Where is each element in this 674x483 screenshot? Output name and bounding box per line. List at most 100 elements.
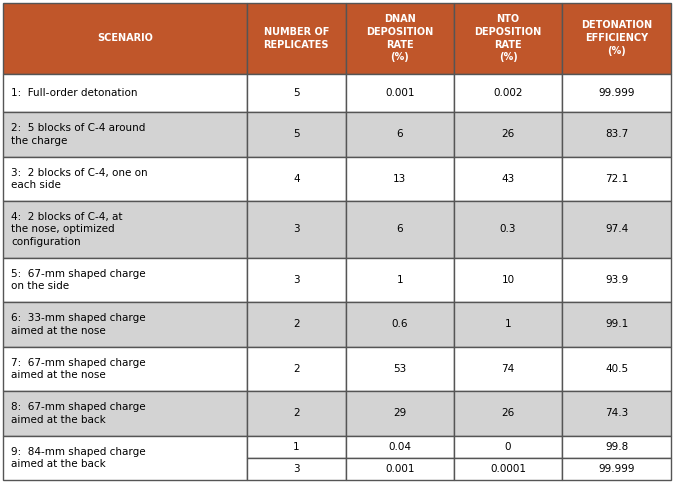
Bar: [562, 436, 671, 458]
Text: 6:  33-mm shaped charge
aimed at the nose: 6: 33-mm shaped charge aimed at the nose: [11, 313, 146, 336]
Text: 2:  5 blocks of C-4 around
the charge: 2: 5 blocks of C-4 around the charge: [11, 123, 146, 145]
Bar: [247, 3, 346, 73]
Text: NTO
DEPOSITION
RATE
(%): NTO DEPOSITION RATE (%): [474, 14, 542, 62]
Text: 97.4: 97.4: [605, 225, 628, 234]
Bar: [562, 302, 671, 347]
Text: 99.999: 99.999: [599, 464, 635, 474]
Bar: [247, 201, 346, 258]
Text: 13: 13: [393, 174, 406, 184]
Bar: [346, 3, 454, 73]
Bar: [247, 391, 346, 436]
Bar: [454, 347, 562, 391]
Bar: [562, 73, 671, 112]
Bar: [562, 347, 671, 391]
Bar: [3, 3, 247, 73]
Bar: [454, 73, 562, 112]
Bar: [3, 112, 247, 156]
Bar: [346, 156, 454, 201]
Text: 26: 26: [501, 408, 515, 418]
Text: 10: 10: [501, 275, 514, 285]
Text: 0.001: 0.001: [385, 464, 415, 474]
Text: 5:  67-mm shaped charge
on the side: 5: 67-mm shaped charge on the side: [11, 269, 146, 291]
Text: 99.8: 99.8: [605, 441, 628, 452]
Text: 29: 29: [393, 408, 406, 418]
Text: 8:  67-mm shaped charge
aimed at the back: 8: 67-mm shaped charge aimed at the back: [11, 402, 146, 425]
Text: 5: 5: [293, 88, 299, 98]
Text: 7:  67-mm shaped charge
aimed at the nose: 7: 67-mm shaped charge aimed at the nose: [11, 358, 146, 380]
Bar: [3, 156, 247, 201]
Text: 0.002: 0.002: [493, 88, 523, 98]
Bar: [562, 3, 671, 73]
Text: 0.001: 0.001: [385, 88, 415, 98]
Bar: [346, 458, 454, 480]
Text: 0.6: 0.6: [392, 319, 408, 329]
Bar: [3, 201, 247, 258]
Bar: [562, 156, 671, 201]
Bar: [346, 112, 454, 156]
Bar: [3, 436, 247, 480]
Text: 99.999: 99.999: [599, 88, 635, 98]
Bar: [247, 436, 346, 458]
Text: 83.7: 83.7: [605, 129, 628, 140]
Text: 1:  Full-order detonation: 1: Full-order detonation: [11, 88, 137, 98]
Bar: [346, 73, 454, 112]
Bar: [454, 436, 562, 458]
Bar: [454, 156, 562, 201]
Text: 3: 3: [293, 275, 299, 285]
Bar: [346, 436, 454, 458]
Bar: [562, 258, 671, 302]
Text: 74: 74: [501, 364, 515, 374]
Bar: [454, 302, 562, 347]
Bar: [247, 302, 346, 347]
Bar: [454, 112, 562, 156]
Bar: [454, 258, 562, 302]
Bar: [454, 3, 562, 73]
Bar: [562, 458, 671, 480]
Bar: [562, 112, 671, 156]
Text: 53: 53: [393, 364, 406, 374]
Bar: [3, 73, 247, 112]
Text: 6: 6: [396, 225, 403, 234]
Bar: [247, 458, 346, 480]
Text: 0.0001: 0.0001: [490, 464, 526, 474]
Bar: [454, 391, 562, 436]
Bar: [346, 201, 454, 258]
Text: 5: 5: [293, 129, 299, 140]
Bar: [3, 258, 247, 302]
Text: 2: 2: [293, 364, 299, 374]
Text: 4:  2 blocks of C-4, at
the nose, optimized
configuration: 4: 2 blocks of C-4, at the nose, optimiz…: [11, 212, 123, 247]
Bar: [346, 302, 454, 347]
Bar: [247, 258, 346, 302]
Text: 43: 43: [501, 174, 515, 184]
Text: 40.5: 40.5: [605, 364, 628, 374]
Text: 74.3: 74.3: [605, 408, 628, 418]
Text: 1: 1: [396, 275, 403, 285]
Bar: [562, 391, 671, 436]
Text: SCENARIO: SCENARIO: [97, 33, 153, 43]
Text: 3:  2 blocks of C-4, one on
each side: 3: 2 blocks of C-4, one on each side: [11, 168, 148, 190]
Bar: [247, 156, 346, 201]
Text: 72.1: 72.1: [605, 174, 628, 184]
Text: 0: 0: [505, 441, 512, 452]
Text: DETONATION
EFFICIENCY
(%): DETONATION EFFICIENCY (%): [581, 20, 652, 56]
Bar: [3, 347, 247, 391]
Text: 26: 26: [501, 129, 515, 140]
Bar: [247, 347, 346, 391]
Text: 0.04: 0.04: [388, 441, 411, 452]
Text: 6: 6: [396, 129, 403, 140]
Bar: [247, 73, 346, 112]
Text: 1: 1: [505, 319, 512, 329]
Bar: [346, 347, 454, 391]
Bar: [3, 391, 247, 436]
Text: 93.9: 93.9: [605, 275, 628, 285]
Text: 3: 3: [293, 225, 299, 234]
Bar: [454, 201, 562, 258]
Text: 99.1: 99.1: [605, 319, 628, 329]
Text: DNAN
DEPOSITION
RATE
(%): DNAN DEPOSITION RATE (%): [366, 14, 433, 62]
Bar: [346, 258, 454, 302]
Text: 0.3: 0.3: [499, 225, 516, 234]
Text: 1: 1: [293, 441, 299, 452]
Bar: [3, 302, 247, 347]
Text: 3: 3: [293, 464, 299, 474]
Text: 2: 2: [293, 408, 299, 418]
